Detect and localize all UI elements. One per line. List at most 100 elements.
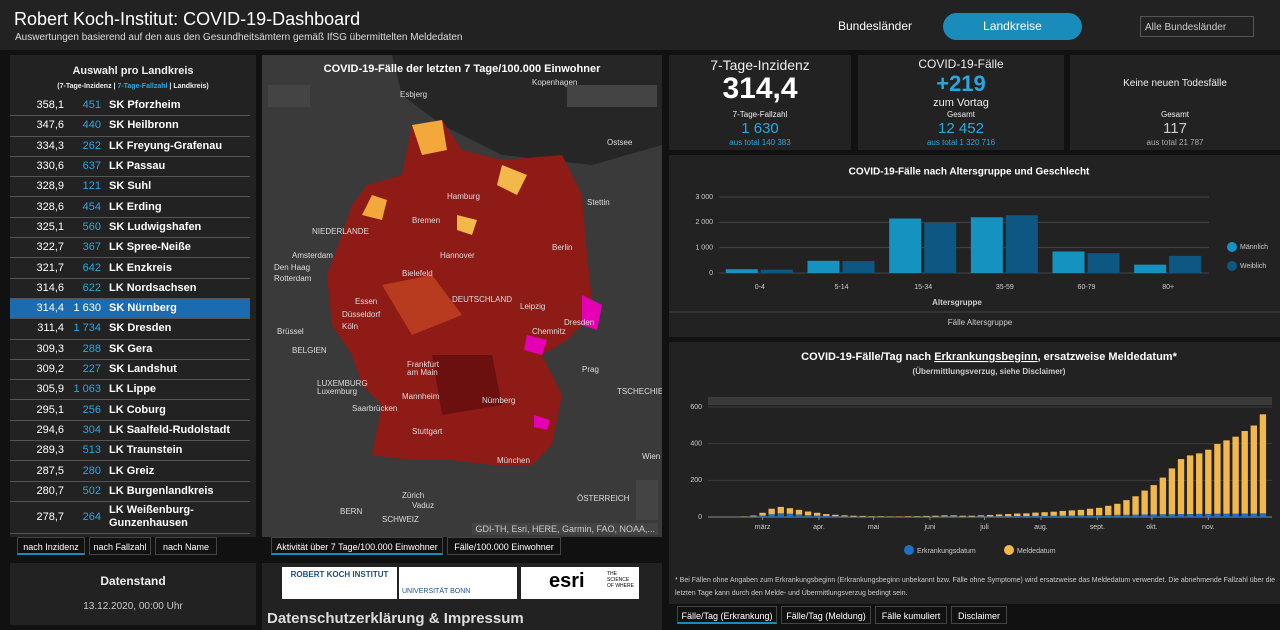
kpi-card: COVID-19-Fälle +219 zum Vortag Gesamt 12 452… [858, 55, 1064, 150]
bar [1186, 455, 1194, 515]
list-row[interactable]: 289,3 513 LK Traunstein [10, 441, 250, 462]
tab-button[interactable]: nach Fallzahl [89, 537, 151, 555]
tab-button[interactable]: nach Inzidenz [17, 537, 85, 555]
incidence: 322,7 [36, 241, 64, 254]
footer-link[interactable]: Datenschutzerklärung & Impressum [267, 610, 524, 627]
tab-button[interactable]: Fälle kumuliert [875, 606, 947, 624]
bar [1114, 503, 1121, 515]
list-row[interactable]: 314,4 1 630 SK Nürnberg [10, 299, 250, 320]
district: SK Heilbronn [109, 119, 179, 132]
bar [1105, 514, 1112, 517]
region [524, 335, 547, 355]
place-label: Brüssel [277, 327, 304, 336]
bar [750, 515, 757, 517]
case-count: 264 [82, 511, 101, 523]
title-part: COVID-19-Fälle/Tag nach [801, 351, 934, 363]
bar [1214, 444, 1221, 514]
x-tick-label: 5-14 [834, 284, 848, 291]
x-tick-label: märz [755, 524, 771, 531]
place-label: Mannheim [402, 392, 440, 401]
place-label: Vaduz [412, 501, 434, 510]
list-row[interactable]: 325,1 560 SK Ludwigshafen [10, 217, 250, 239]
bar [923, 515, 930, 517]
list-legend: (7-Tage-Inzidenz | 7-Tage-Fallzahl | Lan… [10, 83, 256, 90]
list-row[interactable]: 358,1 451 SK Pforzheim [10, 96, 250, 117]
bar [1123, 500, 1130, 515]
bar [1032, 512, 1039, 516]
bar [1050, 511, 1057, 516]
place-label: Esbjerg [400, 90, 427, 99]
logo-panel: ROBERT KOCH INSTITUT UNIVERSITÄT BONN es… [262, 563, 662, 630]
list-row[interactable]: 278,7 264 LK Weißenburg-Gunzenhausen [10, 502, 250, 534]
incidence: 311,4 [37, 322, 64, 335]
case-count: 1 630 [73, 302, 101, 315]
list-row[interactable]: 305,9 1 063 LK Lippe [10, 380, 250, 401]
bar [1205, 513, 1212, 517]
x-axis-label: Altersgruppe [932, 298, 982, 307]
place-label: am Main [407, 368, 438, 377]
place-label: Zürich [402, 491, 424, 500]
list-row[interactable]: 330,6 637 LK Passau [10, 156, 250, 178]
bar [1150, 514, 1157, 517]
tab-button[interactable]: Disclaimer [951, 606, 1007, 624]
map-search[interactable] [567, 85, 657, 107]
bar [832, 516, 839, 517]
list-row[interactable]: 311,4 1 734 SK Dresden [10, 319, 250, 340]
x-tick-label: 0-4 [755, 284, 765, 291]
list-row[interactable]: 328,9 121 SK Suhl [10, 177, 250, 198]
case-count: 513 [82, 444, 101, 457]
bar [1132, 496, 1139, 515]
tab-button[interactable]: nach Name [155, 537, 217, 555]
list-row[interactable]: 314,6 622 LK Nordsachsen [10, 278, 250, 299]
list-row[interactable]: 309,2 227 SK Landshut [10, 359, 250, 381]
kpi-sub-label: Gesamt [946, 110, 975, 119]
zoom[interactable] [636, 480, 658, 520]
bar [1050, 515, 1057, 517]
list-row[interactable]: 309,3 288 SK Gera [10, 339, 250, 360]
logo: esri THE SCIENCE OF WHERE [521, 567, 639, 599]
list-row[interactable]: 347,6 440 SK Heilbronn [10, 116, 250, 137]
bar [1005, 514, 1012, 517]
bar [1150, 485, 1157, 515]
place-label: Amsterdam [292, 251, 333, 260]
x-tick-label: sept. [1090, 524, 1105, 531]
tab-button[interactable]: Fälle/100.000 Einwohner [447, 537, 561, 555]
x-tick-label: aug. [1034, 524, 1048, 531]
legend-label: Weiblich [1240, 263, 1266, 270]
list-row[interactable]: 321,7 642 LK Enzkreis [10, 258, 250, 279]
tab-active[interactable]: Landkreise [943, 13, 1082, 40]
region [457, 215, 477, 235]
bar [1241, 431, 1248, 514]
place-label: Ostsee [607, 138, 633, 147]
incidence: 314,4 [36, 302, 64, 315]
incidence: 328,6 [36, 200, 64, 213]
case-count: 367 [82, 241, 101, 254]
place-label: Stuttgart [412, 427, 443, 436]
y-tick-label: 2 000 [695, 219, 713, 226]
tab[interactable]: Bundesländer [837, 19, 913, 33]
list-row[interactable]: 280,7 502 LK Burgenlandkreis [10, 481, 250, 502]
tab-button[interactable]: Fälle/Tag (Meldung) [781, 606, 871, 624]
bar [977, 516, 985, 517]
list-row[interactable]: 294,6 304 LK Saalfeld-Rudolstadt [10, 420, 250, 442]
bar [1077, 509, 1085, 516]
list-row[interactable]: 295,1 256 LK Coburg [10, 400, 250, 421]
district: LK Freyung-Grafenau [109, 139, 223, 152]
map-tools[interactable] [268, 85, 310, 107]
slider[interactable] [708, 397, 1272, 405]
list-row[interactable]: 334,3 262 LK Freyung-Grafenau [10, 136, 250, 157]
y-tick-label: 0 [698, 514, 702, 521]
bar [813, 515, 821, 517]
bar [832, 514, 839, 517]
age-panel: COVID-19-Fälle nach Altersgruppe und Ges… [669, 155, 1280, 337]
list-row[interactable]: 328,6 454 LK Erding [10, 197, 250, 218]
list-row[interactable]: 287,5 280 LK Greiz [10, 461, 250, 482]
logo: UNIVERSITÄT BONN [399, 567, 517, 599]
incidence: 309,2 [36, 363, 64, 376]
list-row[interactable]: 322,7 367 LK Spree-Neiße [10, 238, 250, 259]
place-label: Chemnitz [532, 327, 566, 336]
dropdown[interactable]: Alle Bundesländer [1140, 16, 1254, 37]
district: LK Saalfeld-Rudolstadt [109, 423, 231, 436]
tab-button[interactable]: Aktivität über 7 Tage/100.000 Einwohner [271, 537, 443, 555]
tab-button[interactable]: Fälle/Tag (Erkrankung) [677, 606, 777, 624]
